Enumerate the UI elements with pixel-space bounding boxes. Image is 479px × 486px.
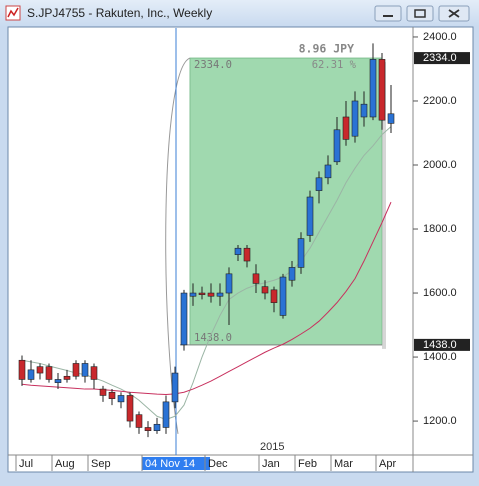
app-icon-glyph [7, 7, 19, 18]
x-tick-label: Mar [334, 458, 353, 470]
restore-button[interactable] [406, 5, 434, 22]
minimize-button[interactable] [374, 5, 402, 22]
candle-body [306, 196, 314, 236]
candle-body [252, 273, 260, 284]
x-tick-label: Feb [298, 458, 317, 470]
candle-body [315, 177, 323, 191]
candle-body [288, 267, 296, 281]
y-tick-label: 1400.0 [423, 351, 457, 363]
candle-body [342, 116, 350, 140]
candle-body [117, 395, 125, 403]
measure-shadow [382, 62, 386, 349]
candle-body [171, 372, 179, 403]
measure-bottom-label: 1438.0 [194, 332, 232, 344]
candle-body [369, 59, 377, 118]
candle-body [126, 395, 134, 422]
candle-body [216, 292, 224, 297]
candle-body [27, 369, 35, 380]
x-tick-label: Aug [55, 458, 75, 470]
candle-body [135, 414, 143, 428]
candle-body [234, 247, 242, 255]
candle-body [207, 292, 215, 297]
y-tick-label: 1200.0 [423, 415, 457, 427]
candle-body [378, 59, 386, 121]
candle-body [153, 423, 161, 431]
x-tick-label: Apr [379, 458, 396, 470]
candle-body [387, 113, 395, 124]
candle-body [360, 103, 368, 118]
candle-body [243, 247, 251, 262]
candle-body [261, 286, 269, 294]
restore-glyph [414, 9, 426, 18]
candle-body [72, 363, 80, 377]
measure-change: 8.96 JPY [299, 42, 354, 56]
y-tick-label: 1800.0 [423, 223, 457, 235]
candle-body [279, 276, 287, 316]
year-label: 2015 [260, 441, 284, 453]
candle-body [18, 359, 26, 380]
price-tag [414, 52, 470, 65]
candle-body [324, 164, 332, 179]
candle-body [162, 401, 170, 428]
candle-body [180, 292, 188, 346]
candle-body [36, 366, 44, 374]
crosshair-date-box [142, 457, 210, 470]
candle-body [189, 292, 197, 297]
candle-body [90, 366, 98, 380]
candle-body [270, 289, 278, 303]
measure-percent: 62.31 % [312, 59, 357, 71]
x-tick-label: Jul [19, 458, 33, 470]
candle-body [144, 427, 152, 431]
candle-body [351, 100, 359, 137]
y-tick-label: 2400.0 [423, 31, 457, 43]
x-tick-label: Dec [208, 458, 228, 470]
candle-body [81, 363, 89, 377]
x-tick-label: Sep [91, 458, 111, 470]
candle-body [198, 292, 206, 295]
candle-body [108, 391, 116, 399]
window-title: S.JPJ4755 - Rakuten, Inc., Weekly [27, 6, 212, 20]
y-tick-label: 2200.0 [423, 95, 457, 107]
candle-body [333, 129, 341, 163]
x-tick-label: Jan [262, 458, 280, 470]
measure-top-label: 2334.0 [194, 59, 232, 71]
candle-body [297, 238, 305, 268]
x-tick-label: 04 Nov 14 [145, 458, 195, 470]
candle-body [225, 273, 233, 294]
candle-body [45, 366, 53, 380]
price-tag [414, 338, 470, 351]
candle-body [54, 379, 62, 383]
y-tick-label: 2000.0 [423, 159, 457, 171]
price-tag-label: 2334.0 [423, 52, 457, 64]
y-tick-label: 1600.0 [423, 287, 457, 299]
candle-body [63, 375, 71, 380]
moving-average [21, 201, 392, 396]
candle-body [99, 388, 107, 396]
close-glyph [448, 9, 460, 18]
price-tag-label: 1438.0 [423, 339, 457, 351]
